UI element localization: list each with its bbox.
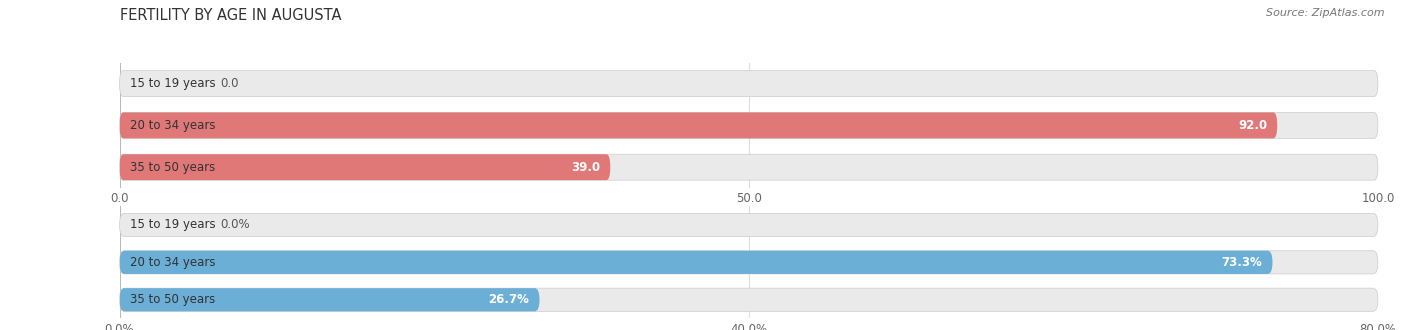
Text: 35 to 50 years: 35 to 50 years — [129, 161, 215, 174]
FancyBboxPatch shape — [120, 288, 540, 311]
FancyBboxPatch shape — [120, 113, 1277, 138]
FancyBboxPatch shape — [120, 154, 1378, 180]
Text: 0.0%: 0.0% — [221, 218, 250, 231]
Text: Source: ZipAtlas.com: Source: ZipAtlas.com — [1267, 8, 1385, 18]
FancyBboxPatch shape — [120, 251, 1272, 274]
Text: FERTILITY BY AGE IN AUGUSTA: FERTILITY BY AGE IN AUGUSTA — [120, 8, 342, 23]
Text: 26.7%: 26.7% — [488, 293, 530, 306]
Text: 39.0: 39.0 — [571, 161, 600, 174]
Text: 35 to 50 years: 35 to 50 years — [129, 293, 215, 306]
Text: 20 to 34 years: 20 to 34 years — [129, 119, 215, 132]
Text: 0.0: 0.0 — [221, 77, 239, 90]
Text: 20 to 34 years: 20 to 34 years — [129, 256, 215, 269]
FancyBboxPatch shape — [120, 251, 1378, 274]
Text: 73.3%: 73.3% — [1222, 256, 1263, 269]
FancyBboxPatch shape — [120, 214, 1378, 237]
FancyBboxPatch shape — [120, 154, 610, 180]
Text: 15 to 19 years: 15 to 19 years — [129, 77, 215, 90]
Text: 92.0: 92.0 — [1239, 119, 1267, 132]
FancyBboxPatch shape — [120, 71, 1378, 97]
FancyBboxPatch shape — [120, 113, 1378, 138]
Text: 15 to 19 years: 15 to 19 years — [129, 218, 215, 231]
FancyBboxPatch shape — [120, 288, 1378, 311]
